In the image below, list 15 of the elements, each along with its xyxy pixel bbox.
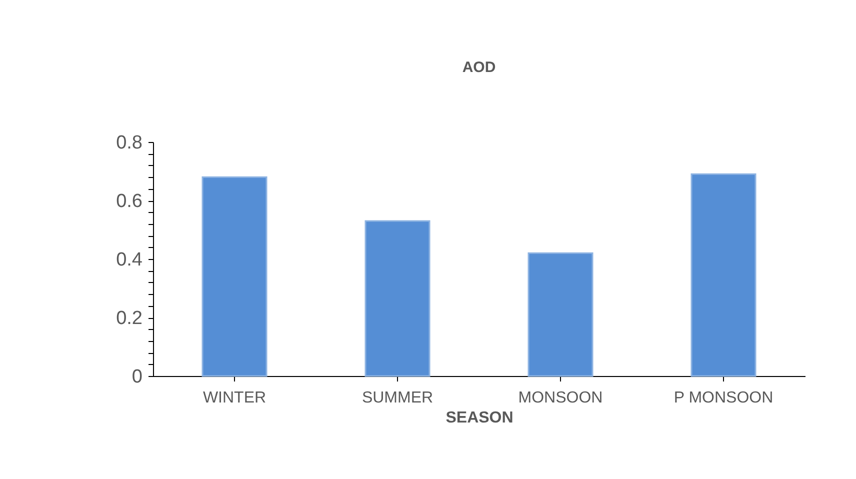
- bar: [528, 252, 594, 377]
- x-tick-label: WINTER: [202, 390, 266, 406]
- chart-title: AOD: [462, 59, 496, 76]
- y-tick-label: 0.2: [116, 308, 142, 329]
- x-tick-label: P MONSOON: [674, 390, 774, 406]
- x-tick-label: SUMMER: [362, 390, 434, 406]
- bar: [690, 173, 756, 377]
- x-tick-label: MONSOON: [518, 390, 603, 406]
- x-axis-title: SEASON: [446, 410, 514, 426]
- y-tick-label: 0.6: [116, 191, 142, 212]
- y-tick-label: 0.4: [116, 250, 143, 270]
- bar: [202, 176, 268, 377]
- y-tick-label: 0: [132, 366, 142, 388]
- bar: [364, 220, 430, 377]
- y-tick-label: 0.8: [116, 132, 142, 154]
